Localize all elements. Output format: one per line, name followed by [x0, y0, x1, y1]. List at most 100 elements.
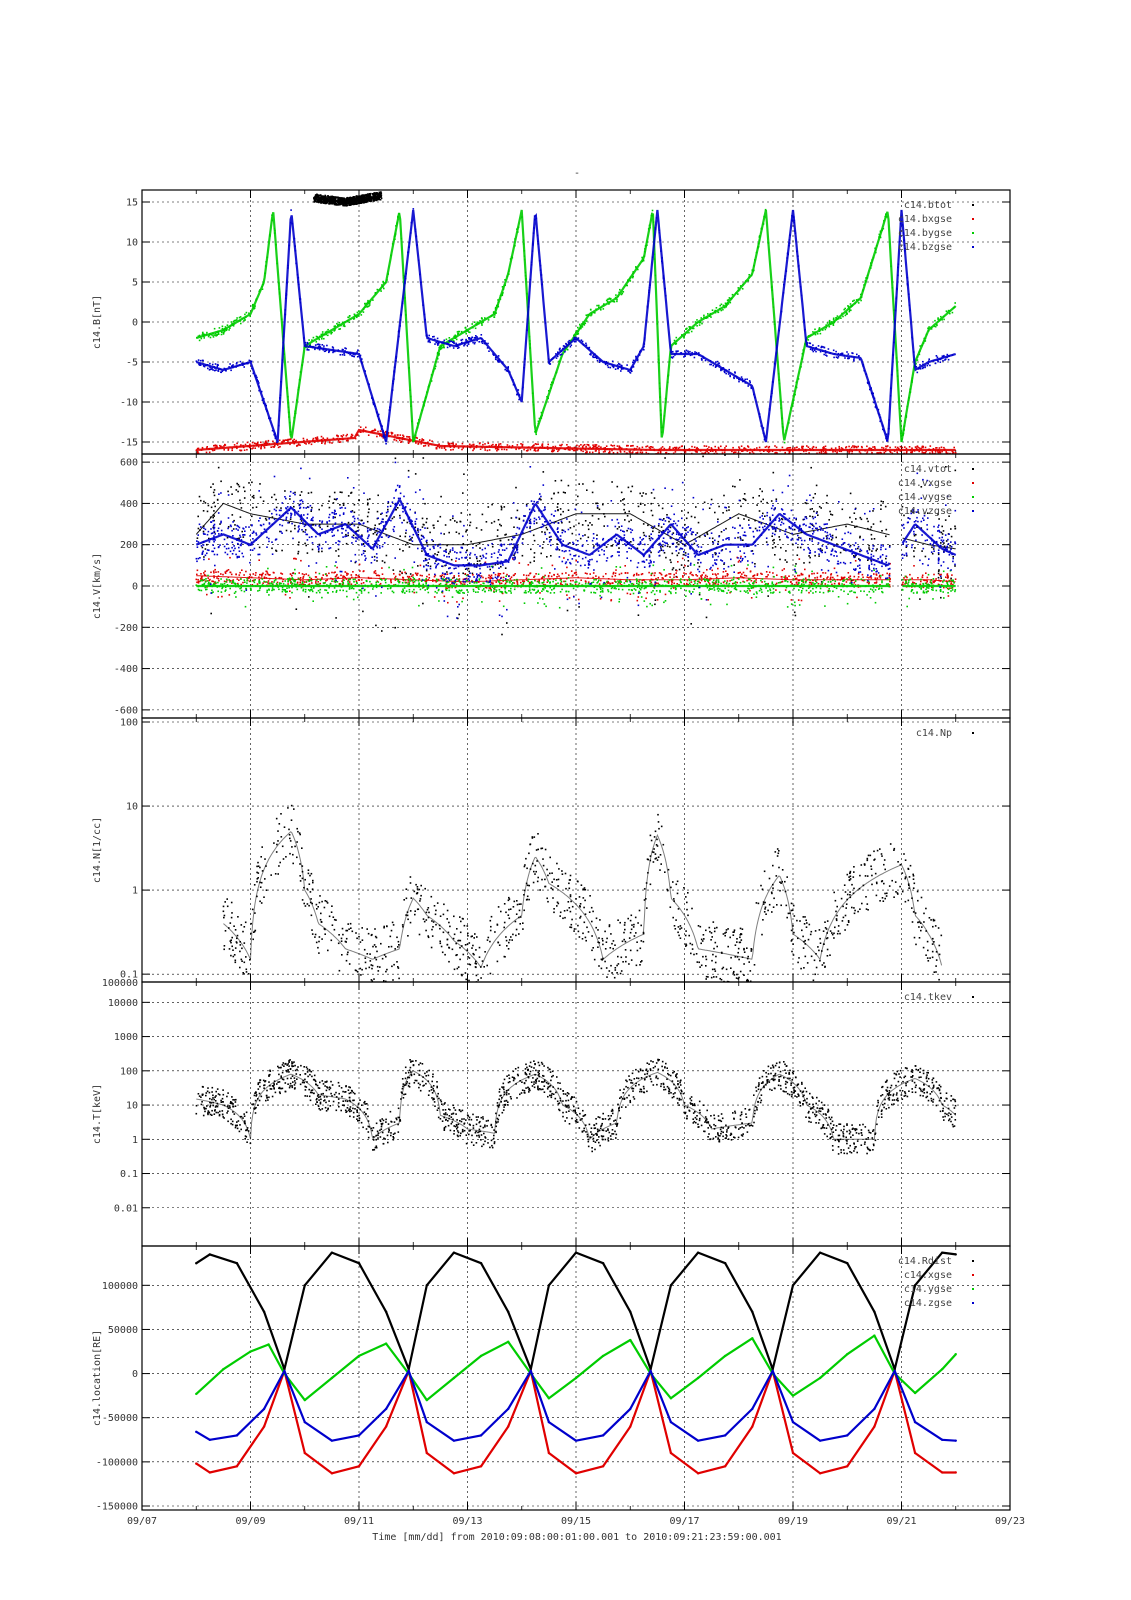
data-point	[332, 201, 335, 203]
data-point	[217, 466, 220, 469]
data-point	[347, 495, 350, 497]
data-point	[947, 587, 949, 590]
data-point	[672, 355, 675, 358]
data-point	[903, 514, 905, 517]
data-point	[714, 445, 716, 448]
data-point	[918, 447, 921, 449]
data-point	[415, 573, 418, 575]
data-point	[300, 491, 303, 493]
data-point	[941, 355, 944, 357]
data-point	[469, 513, 471, 516]
data-point	[566, 348, 569, 351]
data-point	[559, 354, 562, 356]
data-point	[831, 534, 834, 537]
data-point	[334, 571, 336, 573]
data-point	[561, 353, 563, 356]
data-point	[334, 197, 337, 200]
data-point	[373, 429, 375, 432]
data-point	[240, 322, 242, 325]
data-point	[809, 508, 812, 511]
data-point	[811, 348, 814, 350]
data-point	[315, 582, 317, 584]
data-point	[249, 573, 251, 576]
data-point	[688, 331, 690, 334]
data-point	[598, 445, 600, 447]
data-point	[800, 531, 803, 533]
data-point	[889, 451, 892, 453]
data-point	[280, 507, 282, 509]
data-point	[411, 579, 413, 582]
data-point	[840, 353, 842, 355]
data-point	[410, 539, 412, 541]
data-point	[768, 450, 771, 453]
data-point	[868, 548, 871, 551]
data-point	[592, 356, 595, 359]
data-point	[572, 449, 575, 452]
data-point	[808, 452, 810, 454]
data-point	[820, 450, 823, 453]
data-point	[263, 447, 266, 449]
data-point	[360, 196, 363, 199]
data-point	[840, 577, 843, 580]
data-point	[513, 554, 515, 556]
data-point	[399, 548, 401, 551]
data-point	[435, 447, 438, 449]
legend-label-c14-bzgse: c14.bzgse	[898, 242, 952, 253]
data-point	[204, 502, 207, 504]
data-point	[689, 572, 691, 575]
data-point	[409, 573, 412, 575]
data-point	[336, 322, 338, 325]
data-point	[472, 443, 474, 446]
data-point	[394, 457, 397, 460]
data-point	[582, 450, 584, 453]
data-point	[231, 580, 233, 582]
data-point	[348, 315, 351, 317]
data-point	[816, 452, 818, 454]
data-point	[339, 199, 342, 201]
data-point	[408, 436, 411, 438]
data-point	[582, 483, 584, 485]
data-point	[287, 439, 289, 441]
data-point	[343, 352, 345, 355]
data-point	[436, 554, 439, 556]
data-point	[835, 350, 837, 353]
data-point	[852, 445, 854, 447]
data-point	[779, 558, 781, 561]
data-point	[208, 369, 211, 371]
data-point	[357, 197, 359, 200]
data-point	[590, 352, 592, 355]
data-point	[461, 442, 464, 445]
data-point	[457, 332, 459, 335]
data-point	[915, 533, 917, 536]
data-point	[458, 330, 461, 333]
data-point	[231, 493, 233, 495]
y-axis-label: c14.B[nT]	[92, 295, 103, 349]
data-point	[697, 562, 699, 564]
data-point	[681, 445, 683, 447]
data-point	[340, 435, 343, 437]
data-point	[949, 545, 951, 547]
data-point	[707, 313, 709, 315]
data-point	[342, 434, 345, 436]
data-point	[569, 446, 571, 448]
data-point	[566, 444, 568, 446]
data-point	[937, 360, 939, 363]
data-point	[687, 565, 689, 567]
data-point	[924, 340, 927, 342]
data-point	[459, 581, 462, 584]
data-point	[506, 622, 508, 624]
data-point	[206, 446, 208, 448]
data-point	[859, 536, 861, 539]
data-point	[816, 511, 818, 513]
data-point	[763, 450, 765, 452]
data-point	[954, 527, 957, 530]
data-point	[803, 562, 805, 564]
data-point	[791, 543, 794, 546]
data-point	[592, 355, 594, 358]
data-point	[954, 565, 956, 567]
data-point	[814, 554, 816, 557]
data-point	[359, 426, 362, 428]
data-point	[469, 557, 471, 559]
figure-top-mark: -	[574, 168, 580, 179]
data-point	[739, 499, 741, 502]
